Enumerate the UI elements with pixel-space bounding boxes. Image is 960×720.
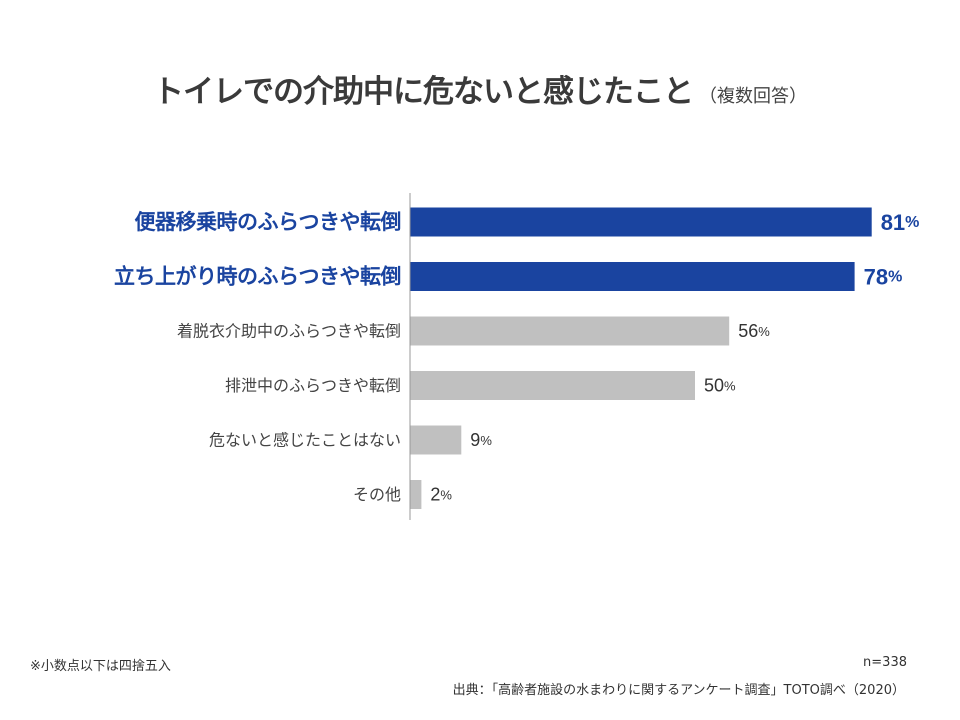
value-unit-5: % [440,487,452,502]
bar-2 [410,316,730,346]
value-label-3: 50% [704,376,736,396]
value-number-2: 56 [738,321,758,341]
category-label-5: その他 [353,485,401,504]
category-label-0: 便器移乗時のふらつきや転倒 [135,210,402,234]
value-unit-1: % [888,268,902,285]
chart-title: トイレでの介助中に危ないと感じたこと （複数回答） [0,66,960,111]
value-number-4: 9 [470,430,480,450]
category-label-3: 排泄中のふらつきや転倒 [225,376,401,395]
value-label-4: 9% [470,430,492,450]
footnote: ※小数点以下は四捨五入 [30,659,171,674]
category-label-1: 立ち上がり時のふらつきや転倒 [114,265,401,289]
value-unit-3: % [724,378,736,393]
value-number-1: 78 [864,264,888,289]
chart-title-sub: （複数回答） [699,86,807,107]
sample-size: n=338 [863,655,907,670]
category-label-2: 着脱衣介助中のふらつきや転倒 [177,322,401,341]
value-number-0: 81 [881,210,905,235]
value-unit-0: % [905,214,919,231]
value-label-0: 81% [881,210,920,235]
category-label-4: 危ないと感じたことはない [209,431,401,450]
value-number-3: 50 [704,376,724,396]
bar-0 [410,207,872,237]
source-note: 出典：「高齢者施設の水まわりに関するアンケート調査」TOTO調べ（2020） [452,683,905,698]
bar-4 [410,425,462,455]
value-label-1: 78% [864,264,903,289]
value-number-5: 2 [430,485,440,505]
value-unit-4: % [480,433,492,448]
chart-title-main: トイレでの介助中に危ないと感じたこと [153,74,694,110]
bar-3 [410,371,695,400]
value-label-5: 2% [430,485,452,505]
bar-5 [410,480,422,509]
bar-1 [410,262,855,291]
value-unit-2: % [758,324,770,339]
value-label-2: 56% [738,321,770,341]
